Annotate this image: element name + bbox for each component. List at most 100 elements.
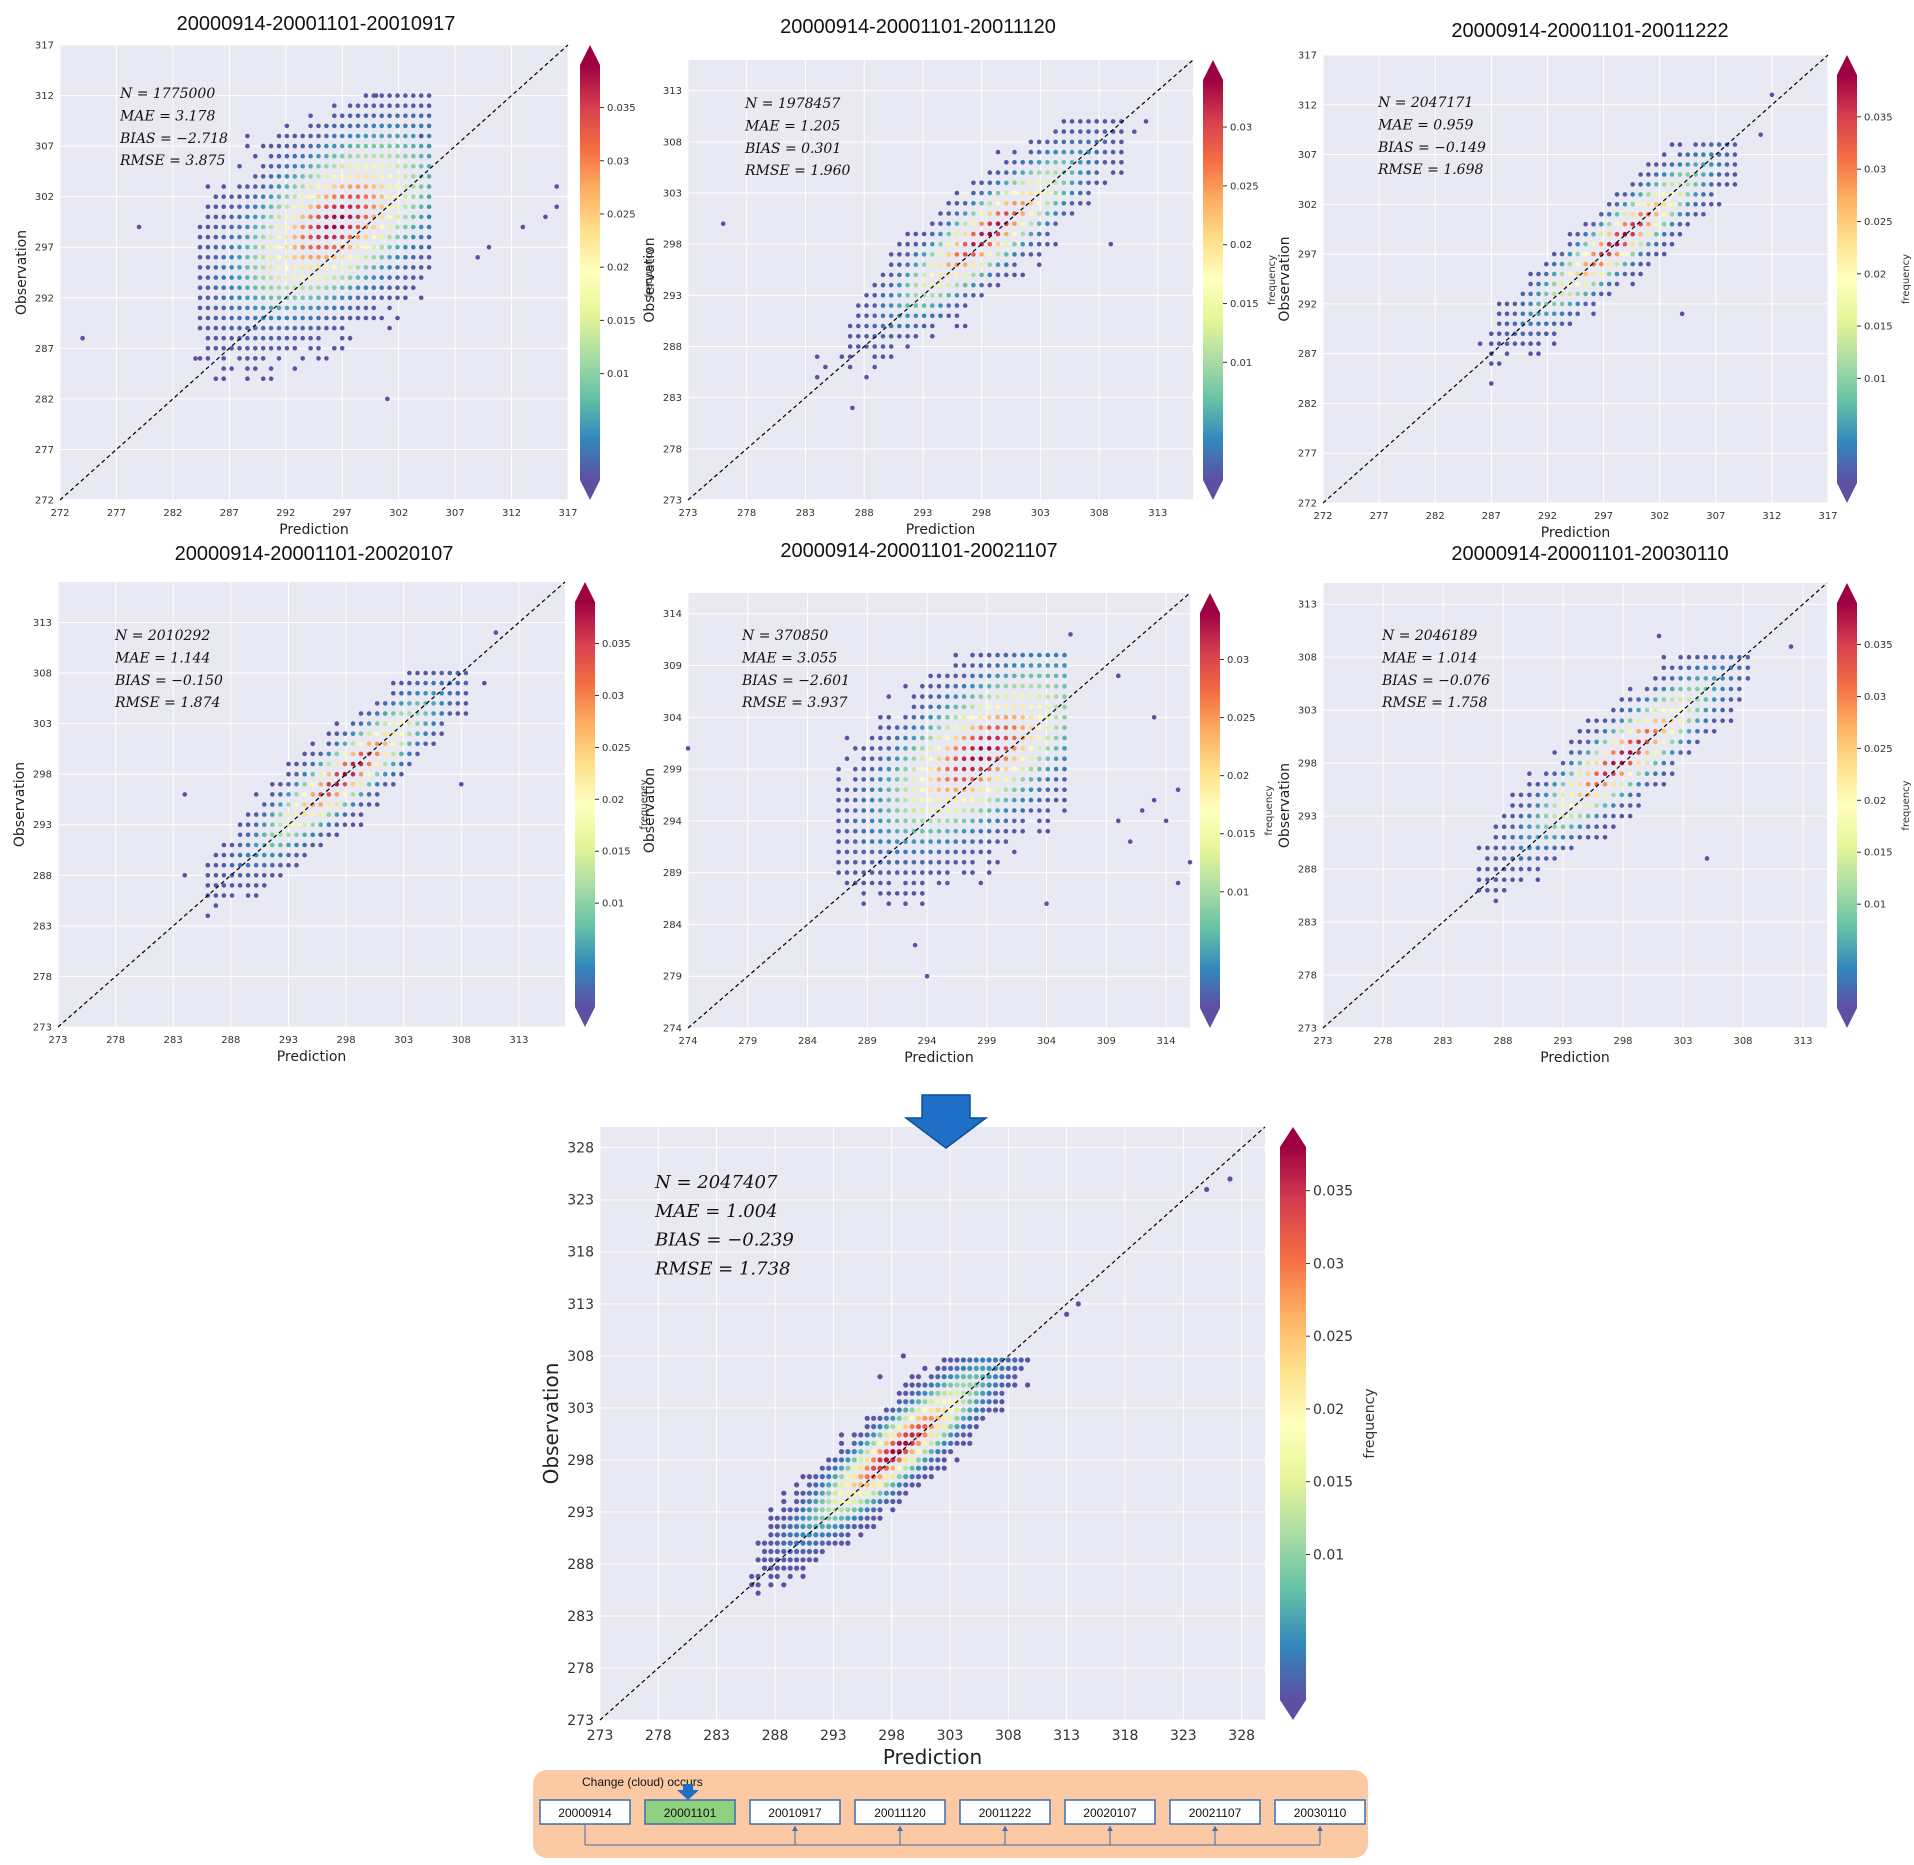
scatter-point (1677, 221, 1683, 227)
scatter-point (292, 315, 298, 321)
scatter-point (268, 275, 274, 280)
scatter-point (903, 828, 908, 834)
scatter-point (374, 721, 380, 726)
scatter-point (946, 293, 951, 298)
scatter-point (814, 374, 820, 380)
scatter-point (909, 1382, 915, 1388)
y-tick-label: 272 (35, 496, 54, 507)
scatter-point (1630, 221, 1635, 227)
scatter-point (1685, 152, 1690, 157)
scatter-point (1045, 808, 1051, 813)
scatter-point (905, 282, 910, 288)
x-tick-label: 304 (1037, 1036, 1056, 1047)
timeline-connector-arrow (897, 1826, 903, 1831)
scatter-point (1061, 190, 1067, 196)
scatter-point (284, 315, 290, 321)
scatter-point (1611, 750, 1616, 755)
scatter-point (894, 860, 900, 865)
scatter-point (967, 1415, 973, 1421)
scatter-point (905, 241, 910, 247)
scatter-point (382, 741, 388, 747)
y-tick-label: 292 (35, 293, 54, 304)
y-tick-label: 288 (663, 342, 682, 353)
scatter-point (316, 356, 321, 361)
y-tick-label: 287 (35, 344, 54, 355)
scatter-point (1053, 201, 1058, 206)
scatter-point (292, 295, 298, 301)
scatter-point (213, 265, 219, 270)
scatter-point (1619, 750, 1625, 755)
scatter-point (845, 1474, 851, 1480)
scatter-point (205, 275, 211, 280)
y-tick-label: 288 (1298, 865, 1317, 876)
scatter-point (920, 787, 925, 793)
scatter-point (355, 143, 361, 149)
scatter-point (268, 285, 274, 291)
x-tick-label: 282 (163, 508, 182, 519)
scatter-point (363, 143, 369, 149)
scatter-point (1512, 321, 1518, 327)
scatter-point (403, 214, 408, 220)
scatter-point (1619, 718, 1625, 723)
scatter-point (832, 1457, 838, 1463)
scatter-point (1602, 792, 1608, 798)
scatter-point (399, 701, 404, 706)
scatter-point (1061, 129, 1067, 134)
scatter-point (888, 252, 894, 257)
scatter-point (1045, 673, 1051, 679)
scatter-point (1577, 750, 1583, 755)
scatter-point (1045, 704, 1051, 710)
scatter-point (1003, 746, 1009, 751)
scatter-point (276, 325, 282, 331)
scatter-point (1661, 739, 1667, 745)
timeline-connector-arrow (1002, 1826, 1008, 1831)
scatter-point (326, 832, 332, 838)
scatter-point (1669, 707, 1675, 713)
scatter-point (936, 756, 942, 761)
scatter-point (903, 901, 908, 906)
scatter-point (768, 1573, 774, 1579)
scatter-point (387, 244, 392, 250)
scatter-point (1591, 261, 1596, 267)
scatter-point (915, 1424, 922, 1430)
scatter-point (237, 315, 242, 321)
scatter-point (872, 303, 877, 308)
colorbar-tick-label: 0.015 (602, 847, 631, 858)
scatter-point (363, 285, 369, 291)
scatter-point (1614, 271, 1620, 277)
scatter-point (999, 1390, 1005, 1396)
scatter-point (253, 792, 259, 797)
scatter-point (1720, 686, 1725, 692)
scatter-point (973, 1357, 979, 1363)
scatter-point (213, 234, 219, 240)
scatter-point (1094, 180, 1099, 186)
scatter-point (909, 1424, 915, 1430)
scatter-point (945, 766, 950, 772)
scatter-point (858, 1532, 864, 1538)
scatter-point (986, 735, 992, 741)
scatter-point (962, 293, 968, 298)
scatter-point (781, 1557, 787, 1563)
scatter-point (1585, 771, 1591, 776)
scatter-point (334, 792, 340, 797)
scatter-point (1544, 321, 1549, 327)
scatter-point (894, 746, 900, 751)
scatter-point (347, 174, 353, 179)
scatter-point (308, 133, 313, 139)
scatter-point (973, 1399, 979, 1405)
scatter-point (888, 323, 894, 329)
scatter-point (838, 1532, 845, 1538)
stat-line: N = 1775000 (119, 86, 215, 102)
scatter-point (953, 766, 958, 772)
scatter-point (463, 680, 469, 686)
scatter-point (774, 1573, 780, 1579)
scatter-point (844, 880, 850, 886)
scatter-point (838, 1432, 845, 1438)
scatter-point (403, 143, 408, 149)
scatter-point (399, 731, 404, 736)
scatter-point (1636, 750, 1641, 755)
scatter-point (355, 285, 361, 291)
scatter-point (1720, 718, 1725, 723)
scatter-point (995, 262, 1001, 268)
